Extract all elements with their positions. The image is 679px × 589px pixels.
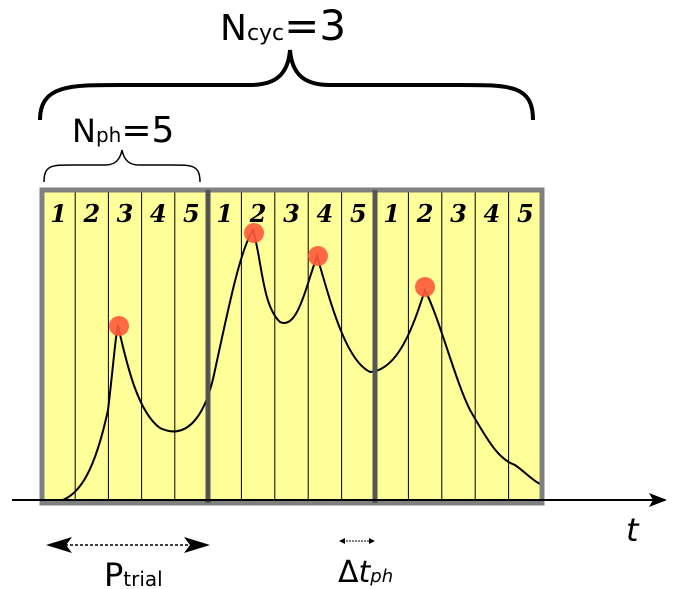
phase-region (42, 190, 542, 503)
phase-number: 5 (350, 199, 367, 228)
ptrial-label: Ptrial (104, 556, 163, 589)
phase-number: 2 (416, 199, 434, 228)
phase-number: 1 (216, 199, 233, 228)
phases-brace (43, 149, 201, 183)
phase-number: 2 (82, 199, 100, 228)
phase-number: 3 (450, 199, 467, 228)
phase-number: 4 (484, 199, 501, 228)
phase-number: 2 (249, 199, 267, 228)
dtph-label: Δtph (338, 555, 393, 589)
phase-number: 4 (317, 199, 334, 228)
phase-number: 1 (50, 199, 67, 228)
peak-marker (308, 246, 328, 266)
peak-markers (109, 223, 435, 336)
phase-dividers (74, 190, 510, 503)
cycles-frame (39, 187, 545, 506)
time-axis-label: t (626, 511, 640, 549)
peak-marker (244, 223, 264, 243)
phase-number: 1 (383, 199, 400, 228)
ptrial-arrow-head-left (46, 537, 72, 553)
phase-number: 5 (183, 199, 200, 228)
peak-marker (109, 316, 129, 336)
phase-number: 5 (517, 199, 534, 228)
phase-number: 3 (117, 199, 134, 228)
ptrial-arrow-head-right (184, 537, 210, 553)
peak-marker (415, 277, 435, 297)
phase-number: 4 (150, 199, 167, 228)
nph-label: Nph=5 (72, 110, 174, 151)
cycles-brace (38, 49, 535, 121)
phase-number: 3 (283, 199, 300, 228)
ncyc-label: Ncyc=3 (220, 1, 346, 50)
